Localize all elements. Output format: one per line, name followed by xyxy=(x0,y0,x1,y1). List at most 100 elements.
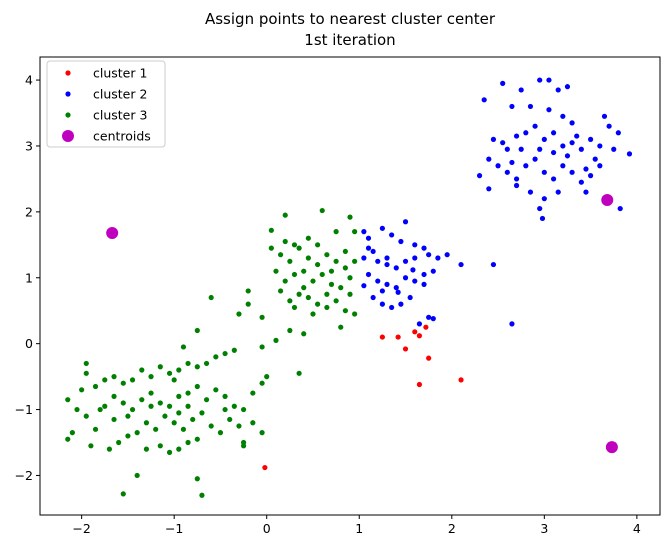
data-point xyxy=(185,360,191,367)
data-point xyxy=(324,291,330,297)
legend-label: centroids xyxy=(93,129,151,144)
data-point xyxy=(569,169,575,175)
data-point xyxy=(203,397,210,403)
data-point xyxy=(527,103,534,110)
data-point xyxy=(365,235,372,241)
data-point xyxy=(426,314,432,320)
data-point xyxy=(231,403,237,409)
data-point xyxy=(486,156,492,162)
data-point xyxy=(518,146,524,152)
data-point xyxy=(592,156,598,162)
data-point xyxy=(305,235,311,241)
data-point xyxy=(509,159,515,166)
data-point xyxy=(148,390,154,396)
data-point xyxy=(65,436,71,442)
data-point xyxy=(435,255,441,261)
data-point xyxy=(83,370,89,376)
data-point xyxy=(412,329,418,335)
data-point xyxy=(268,245,274,251)
data-point xyxy=(199,492,205,498)
data-point xyxy=(412,278,418,284)
data-point xyxy=(513,176,520,182)
series-centroids xyxy=(106,194,618,454)
data-point xyxy=(379,288,385,294)
y-tick-label: 4 xyxy=(25,73,33,88)
data-point xyxy=(259,314,265,320)
data-point xyxy=(259,430,265,436)
x-tick-label: 1 xyxy=(355,521,363,536)
data-point xyxy=(410,267,416,273)
data-point xyxy=(157,443,163,449)
data-point xyxy=(495,163,501,169)
data-point xyxy=(601,113,608,119)
data-point xyxy=(222,406,228,413)
data-point xyxy=(402,219,409,225)
data-point xyxy=(134,430,140,436)
data-point xyxy=(546,77,552,83)
data-point xyxy=(395,334,401,340)
data-point xyxy=(273,337,279,343)
data-point xyxy=(203,360,210,367)
data-point xyxy=(384,261,390,268)
data-point xyxy=(393,265,399,271)
data-point xyxy=(617,205,623,212)
x-tick-label: 2 xyxy=(448,521,456,536)
data-point xyxy=(97,406,103,413)
data-point xyxy=(171,377,177,383)
data-point xyxy=(250,390,256,396)
legend-entries: cluster 1 cluster 2 cluster 3 centroids xyxy=(62,66,151,144)
data-point xyxy=(236,311,242,317)
data-point xyxy=(148,403,154,409)
data-point xyxy=(523,163,529,169)
data-point xyxy=(102,377,108,383)
data-point xyxy=(416,333,423,339)
data-point xyxy=(315,261,321,268)
data-point xyxy=(148,374,154,380)
data-point xyxy=(301,331,307,337)
data-point xyxy=(583,166,589,172)
data-point xyxy=(92,426,99,432)
data-point xyxy=(282,212,288,218)
data-point xyxy=(310,278,316,284)
legend-label: cluster 1 xyxy=(93,66,147,81)
data-point xyxy=(564,84,571,90)
data-point xyxy=(125,433,131,439)
data-point xyxy=(402,275,409,281)
data-point xyxy=(291,242,298,248)
data-point xyxy=(259,344,265,350)
data-point xyxy=(157,364,163,370)
data-point xyxy=(421,245,427,251)
data-point xyxy=(277,252,284,258)
data-point xyxy=(426,252,432,258)
data-point xyxy=(213,354,219,360)
data-point xyxy=(578,179,584,185)
data-point xyxy=(250,420,256,426)
data-point xyxy=(319,271,325,278)
data-point xyxy=(539,215,546,222)
data-point xyxy=(389,232,395,238)
data-point xyxy=(83,413,89,419)
data-point xyxy=(389,304,395,311)
data-point xyxy=(481,97,487,103)
data-point xyxy=(527,189,534,195)
data-point xyxy=(500,140,506,146)
data-point xyxy=(166,370,173,376)
data-point xyxy=(379,301,385,307)
data-point xyxy=(185,403,191,409)
data-point xyxy=(120,380,126,386)
data-point xyxy=(217,430,224,436)
data-point xyxy=(532,156,538,162)
data-point xyxy=(430,268,436,274)
data-point xyxy=(194,476,200,482)
data-point xyxy=(537,205,543,212)
data-point xyxy=(361,229,367,235)
data-point xyxy=(578,146,584,152)
chart-title: Assign points to nearest cluster center xyxy=(205,10,496,28)
data-point xyxy=(194,436,200,442)
data-point xyxy=(176,367,182,373)
data-point xyxy=(116,439,122,446)
data-point xyxy=(393,285,399,291)
data-point xyxy=(120,491,126,497)
data-point xyxy=(352,229,358,235)
data-point xyxy=(342,248,348,255)
